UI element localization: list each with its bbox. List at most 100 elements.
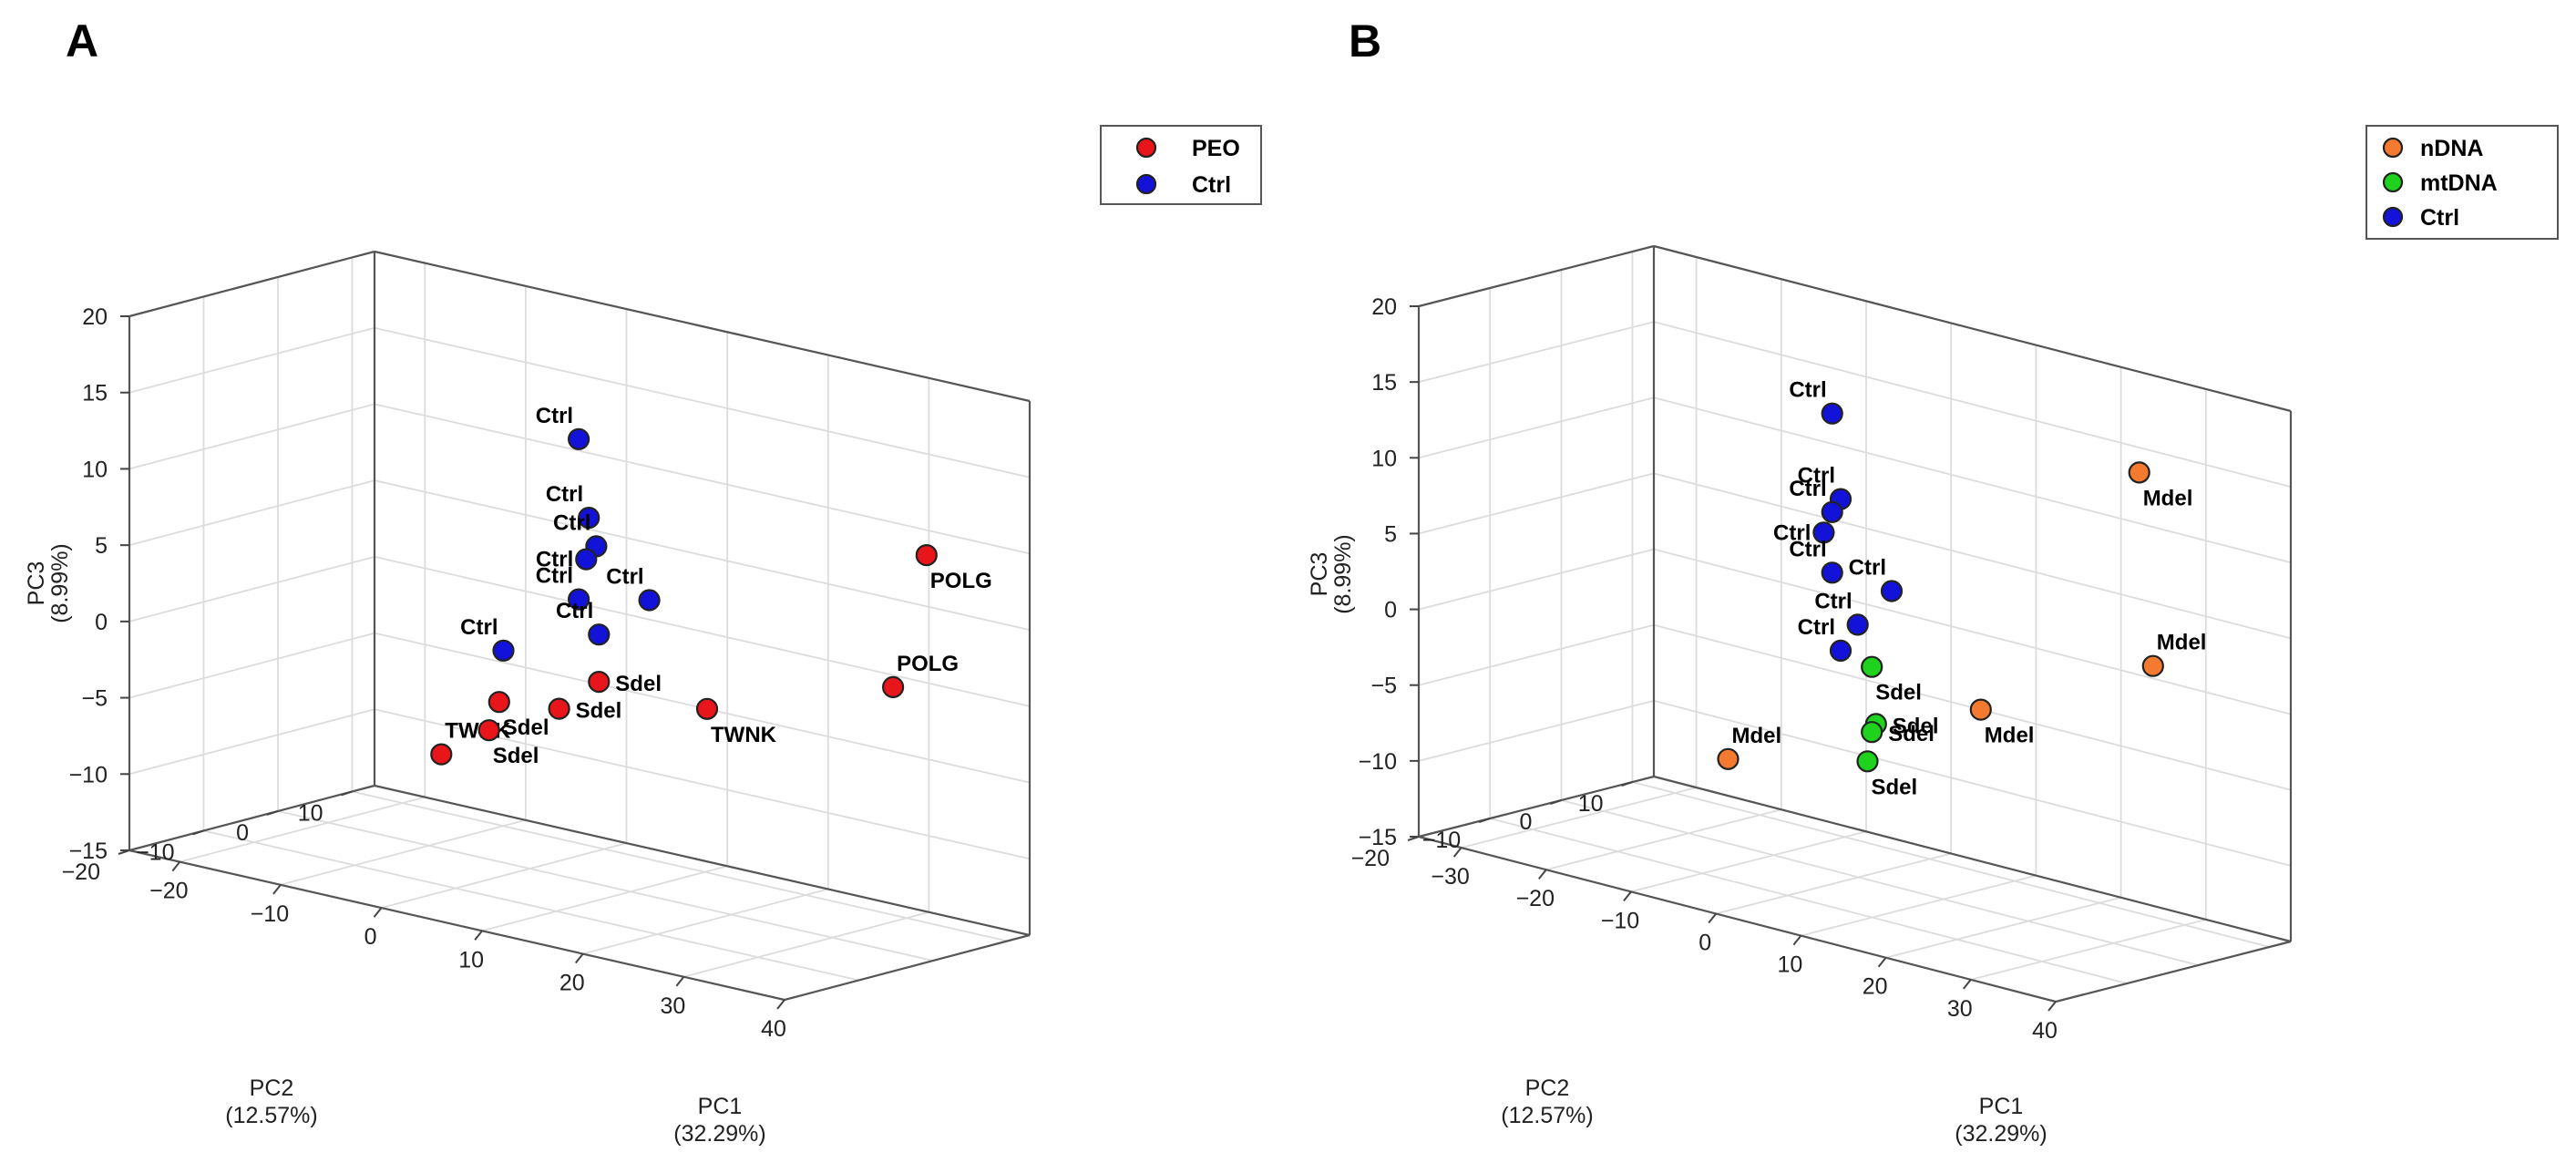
point-label: Sdel [1872,775,1918,799]
legend: PEO Ctrl [1100,125,1262,205]
y-axis-title: PC2 [250,1075,294,1101]
x-tick-label: 20 [559,971,585,996]
gridline-y-floor [277,810,934,962]
legend-label-ndna: nDNA [2420,136,2483,161]
scatter-point-ctrl [1812,521,1835,544]
point-label: Ctrl [460,615,498,640]
scatter-point-ndna [1969,698,1992,721]
scatter-point-ctrl [1821,402,1843,425]
scatter-point-ndna [2128,461,2150,484]
x-axis-title: PC1 [1979,1094,2024,1119]
z-tick-label: −5 [1370,674,1397,699]
y-axis-subtitle: (12.57%) [225,1103,317,1128]
y-tick-mark [192,829,204,836]
scatter-point-mtdna [1861,655,1883,678]
gridline-y-floor [1632,781,2270,948]
gridline-z-sidewall [1418,321,1655,383]
z-axis-subtitle: (8.99%) [47,543,73,623]
x-tick-label: 20 [1863,974,1888,1000]
x-tick-label: −30 [1431,864,1469,890]
gridline-x-floor [582,888,829,955]
x-tick-mark [1708,912,1717,924]
box-edge [1653,775,2292,943]
gridline-z-backwall [374,326,1031,478]
y-tick-mark [1621,781,1633,787]
scatter-point-ctrl [567,427,590,450]
box-edge [1653,244,2292,413]
x-tick-mark [171,860,181,872]
point-label: Sdel [1875,681,1922,705]
scatter-point-peo [881,675,905,699]
point-label: Sdel [1888,722,1935,746]
scatter-point-ctrl [1821,500,1843,523]
gridline-z-backwall [1653,548,2292,715]
legend-label-mtdna: mtDNA [2420,170,2498,196]
gridline-z-sidewall [1418,548,1655,611]
gridline-y-floor [203,829,859,982]
scatter-point-peo [477,719,500,742]
point-label: Mdel [2157,631,2207,655]
box-edge [1418,775,1655,839]
axis-ticks: −20 −10 0 10 20 30 40 −20 −10 0 10 −15 −10 −5 0 5 10 15 20 [62,304,786,1042]
gridline-z-backwall [374,403,1031,555]
point-label: Ctrl [536,564,573,589]
panel-label: A [66,15,98,67]
gridline-z-backwall [1653,396,2292,564]
scatter-point-peo [915,543,938,567]
z-tick-label: 15 [82,381,108,406]
gridline-z-sidewall [1418,472,1655,535]
gridline-x-floor [1461,787,1697,849]
scatter-point-mtdna [1861,721,1883,744]
y-tick-mark [341,790,353,797]
y-tick-mark [1478,818,1491,823]
legend-label-ctrl: Ctrl [1192,172,1231,198]
scatter-point-peo [588,670,611,694]
z-axis-subtitle: (8.99%) [1330,534,1356,614]
gridline-y-floor [1489,818,2128,984]
x-axis-subtitle: (32.29%) [1955,1121,2047,1147]
point-label: Ctrl [553,510,590,535]
z-tick-label: −15 [69,839,108,864]
gridline-z-sidewall [1418,396,1655,459]
scatter-point-peo [548,697,570,720]
z-tick-label: 15 [1371,370,1397,396]
gridline-x-floor [1630,830,1867,893]
point-label: Ctrl [1789,537,1826,561]
y-tick-label: −10 [1422,828,1461,853]
box-edge [1418,835,2057,1003]
scatter-point-ndna [2141,654,2164,677]
x-tick-mark [2047,1001,2057,1012]
z-axis-title: PC3 [1307,552,1332,597]
x-tick-mark [1963,979,1972,990]
y-tick-mark [266,810,279,816]
x-tick-mark [675,976,685,987]
point-label: Ctrl [1814,589,1852,613]
y-tick-label: 0 [1519,809,1532,835]
gridline-z-backwall [1653,700,2292,867]
panel-a: A −20 −10 0 10 20 30 40 −20 −10 0 10 −15 −10 −5 0 5 10 15… [24,15,1262,1147]
gridline-x-floor [1715,852,1952,915]
legend-marker-ctrl [1135,173,1157,195]
point-label: Ctrl [1798,464,1835,489]
x-tick-label: 40 [2032,1018,2058,1044]
x-tick-mark [1452,847,1462,858]
legend-marker-ndna [2382,137,2404,159]
x-tick-mark [474,930,483,941]
x-tick-mark [574,952,584,964]
point-label: Sdel [493,744,539,768]
x-tick-mark [373,907,383,918]
y-tick-mark [1550,799,1562,805]
point-label: Sdel [615,672,662,696]
y-tick-label: −20 [62,859,100,885]
scatter-point-peo [695,697,719,720]
point-label: TWNK [711,723,777,747]
z-tick-label: 20 [82,304,108,330]
box-edge [128,250,375,318]
y-axis-title: PC2 [1525,1075,1570,1101]
legend-marker-peo [1135,137,1157,159]
scatter-point-ctrl [1880,580,1904,602]
legend-label-peo: PEO [1192,136,1240,161]
gridline-z-backwall [1653,472,2292,640]
scatter-point-ctrl [1846,613,1869,636]
gridline-z-sidewall [1418,700,1655,762]
